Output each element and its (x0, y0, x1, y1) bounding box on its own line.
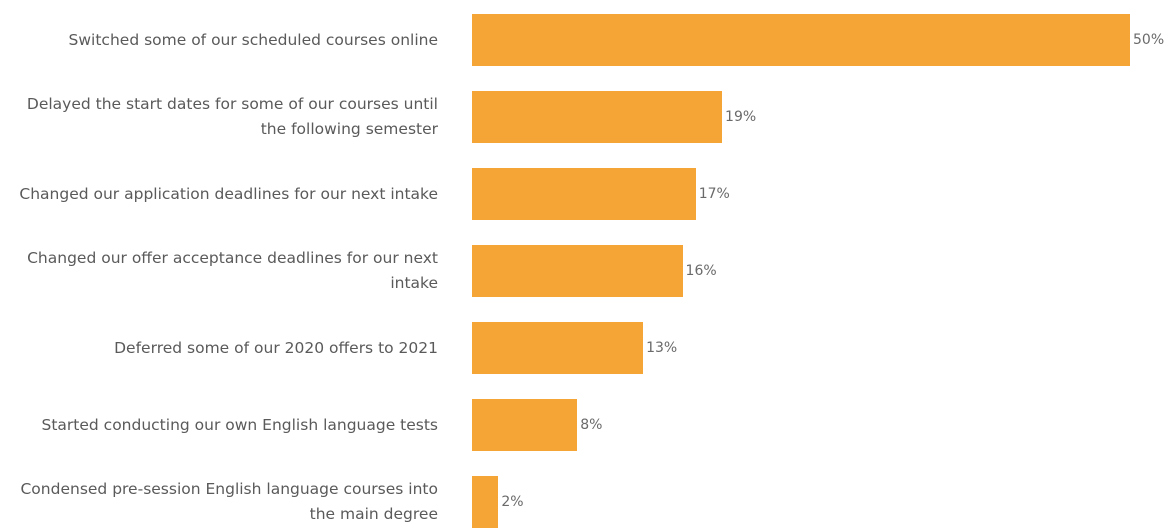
value-label: 50% (1133, 32, 1165, 48)
category-label: Changed our offer acceptance deadlines f… (27, 249, 438, 292)
value-label: 2% (501, 494, 524, 510)
bar (472, 245, 683, 297)
category-label: Deferred some of our 2020 offers to 2021 (114, 338, 438, 357)
bar (472, 322, 644, 374)
bar (472, 168, 696, 220)
category-label: Switched some of our scheduled courses o… (68, 30, 438, 49)
value-label: 8% (580, 417, 603, 433)
bar (472, 91, 723, 143)
category-label: Condensed pre-session English language c… (20, 480, 438, 523)
bar (472, 14, 1130, 66)
value-label: 19% (725, 109, 757, 125)
value-label: 16% (685, 263, 717, 279)
category-label: Delayed the start dates for some of our … (26, 95, 438, 138)
bar (472, 399, 578, 451)
bar (472, 476, 499, 528)
value-label: 17% (698, 186, 730, 202)
category-label: Changed our application deadlines for ou… (19, 184, 438, 203)
category-label: Started conducting our own English langu… (41, 415, 439, 434)
value-label: 13% (646, 340, 678, 356)
